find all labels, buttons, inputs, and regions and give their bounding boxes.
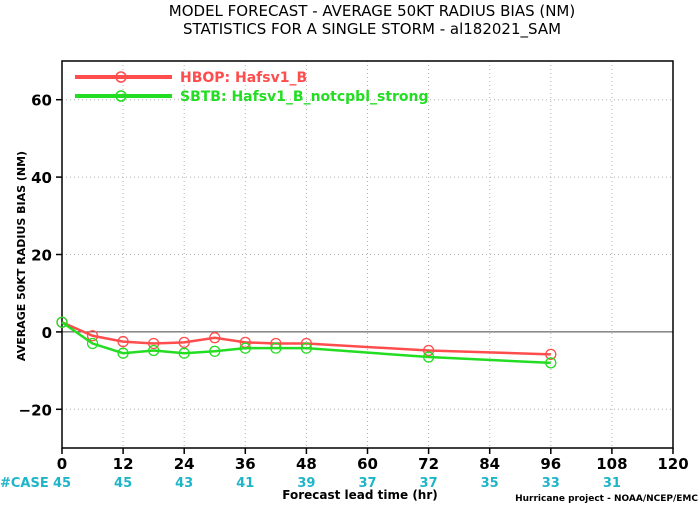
y-tick-label: 0 xyxy=(42,324,52,342)
case-count: 37 xyxy=(358,476,376,491)
y-tick-label: 40 xyxy=(31,169,52,187)
data-point xyxy=(147,344,160,357)
x-tick-label: 120 xyxy=(657,455,688,473)
data-point xyxy=(545,357,557,369)
data-point xyxy=(178,347,190,359)
x-axis: 0 12 24 36 48 60 72 84 96 108 120 xyxy=(57,448,689,473)
x-tick-label: 60 xyxy=(357,455,378,473)
x-tick-label: 96 xyxy=(540,455,561,473)
series-line-1 xyxy=(61,321,551,356)
data-point xyxy=(117,335,129,348)
data-point xyxy=(56,316,68,328)
data-point xyxy=(86,337,99,350)
legend-marker xyxy=(115,90,127,102)
data-point xyxy=(545,348,557,360)
legend: HBOP: Hafsv1_B SBTB: Hafsv1_B_notcpbl_str… xyxy=(75,70,429,105)
x-tick-label: 48 xyxy=(296,455,317,473)
legend-marker xyxy=(115,71,127,83)
y-axis: −20 0 20 40 60 xyxy=(19,92,62,419)
legend-label: HBOP: Hafsv1_B xyxy=(180,70,307,86)
credit-text: Hurricane project - NOAA/NCEP/EMC xyxy=(515,494,698,504)
data-point xyxy=(209,332,221,344)
case-count: 31 xyxy=(603,476,621,491)
case-count: 43 xyxy=(175,476,193,491)
data-point xyxy=(147,337,160,350)
y-axis-label: AVERAGE 50KT RADIUS BIAS (NM) xyxy=(15,151,28,361)
case-count: 45 xyxy=(114,476,132,491)
y-tick-label: −20 xyxy=(19,401,52,419)
series-layer xyxy=(56,316,557,369)
case-counts: 45 45 43 41 39 37 37 35 33 31 xyxy=(53,476,621,491)
case-count: 35 xyxy=(481,476,499,491)
data-point xyxy=(209,345,221,357)
legend-label: SBTB: Hafsv1_B_notcpbl_strong xyxy=(180,89,429,105)
chart-title: MODEL FORECAST - AVERAGE 50KT RADIUS BIA… xyxy=(169,2,575,20)
x-tick-label: 0 xyxy=(57,455,67,473)
chart-subtitle: STATISTICS FOR A SINGLE STORM - al182021… xyxy=(183,20,561,39)
y-tick-label: 20 xyxy=(31,247,52,265)
data-point xyxy=(86,330,99,342)
data-point xyxy=(422,344,435,357)
case-count: 41 xyxy=(236,476,254,491)
x-tick-label: 24 xyxy=(174,455,195,473)
data-point xyxy=(300,342,313,354)
x-tick-label: 36 xyxy=(235,455,256,473)
data-point xyxy=(270,342,282,354)
data-point xyxy=(117,347,129,359)
x-tick-label: 72 xyxy=(418,455,439,473)
data-point xyxy=(178,336,190,348)
grid xyxy=(62,61,673,448)
x-tick-label: 108 xyxy=(596,455,627,473)
case-count: 39 xyxy=(297,476,315,491)
y-tick-label: 60 xyxy=(31,92,52,110)
series-line-2 xyxy=(61,321,551,365)
data-point xyxy=(239,342,251,354)
case-count: 33 xyxy=(542,476,560,491)
x-tick-label: 12 xyxy=(113,455,134,473)
x-tick-label: 84 xyxy=(479,455,500,473)
x-axis-label: Forecast lead time (hr) xyxy=(282,488,438,502)
case-label: #CASE xyxy=(0,476,49,491)
data-point xyxy=(422,351,435,363)
case-count: 45 xyxy=(53,476,71,491)
case-count: 37 xyxy=(420,476,438,491)
